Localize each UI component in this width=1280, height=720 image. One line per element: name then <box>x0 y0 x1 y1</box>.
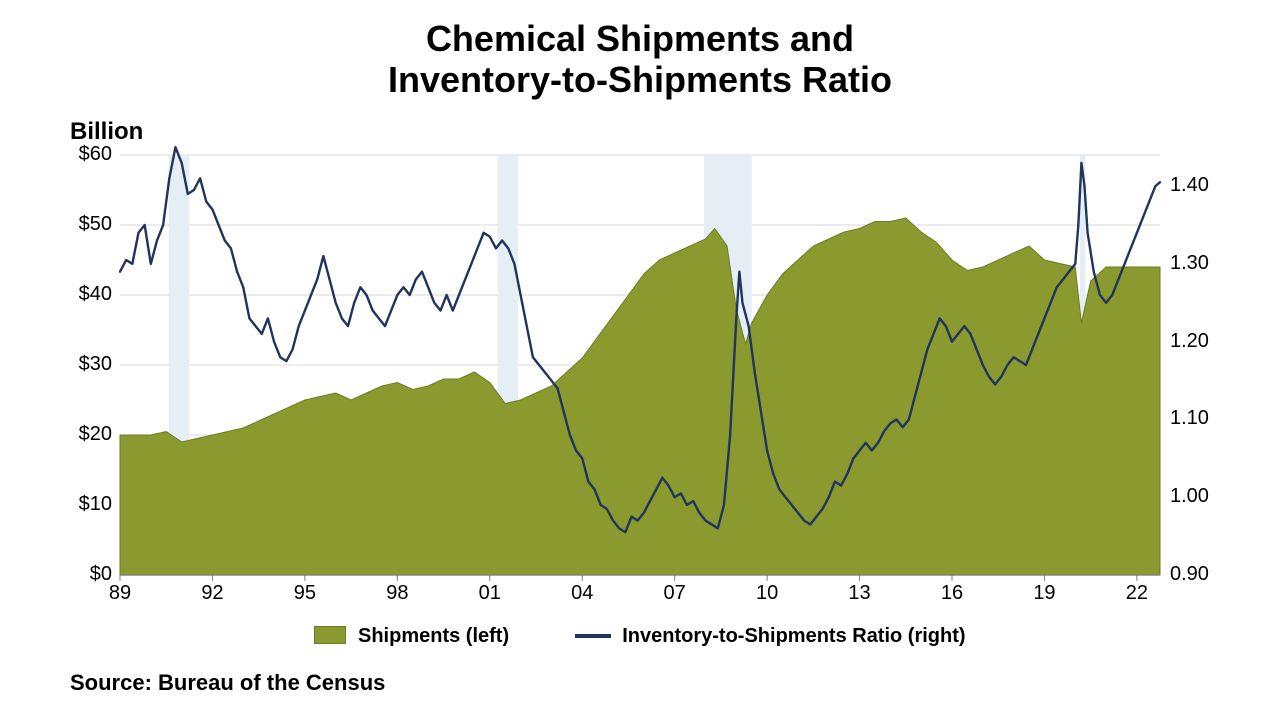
y-right-tick-label: 1.10 <box>1170 407 1230 430</box>
y-right-tick-label: 1.20 <box>1170 330 1230 353</box>
x-tick-label: 92 <box>201 582 223 605</box>
y-left-tick-label: $30 <box>12 353 112 376</box>
x-tick-label: 89 <box>109 582 131 605</box>
chart-source: Source: Bureau of the Census <box>70 670 385 696</box>
legend-swatch-area-icon <box>314 626 346 644</box>
x-tick-label: 16 <box>941 582 963 605</box>
y-left-tick-label: $40 <box>12 283 112 306</box>
x-tick-label: 07 <box>664 582 686 605</box>
y-left-tick-label: $10 <box>12 493 112 516</box>
x-tick-label: 95 <box>294 582 316 605</box>
legend-item-ratio: Inventory-to-Shipments Ratio (right) <box>575 625 966 648</box>
y-right-tick-label: 1.30 <box>1170 252 1230 275</box>
legend-swatch-line-icon <box>575 634 611 638</box>
chart-svg <box>0 0 1280 720</box>
y-left-tick-label: $20 <box>12 423 112 446</box>
y-left-tick-label: $0 <box>12 563 112 586</box>
chart-legend: Shipments (left) Inventory-to-Shipments … <box>0 625 1280 648</box>
x-tick-label: 10 <box>756 582 778 605</box>
legend-label-shipments: Shipments (left) <box>358 625 509 647</box>
y-right-tick-label: 0.90 <box>1170 563 1230 586</box>
y-left-tick-label: $50 <box>12 213 112 236</box>
x-tick-label: 22 <box>1126 582 1148 605</box>
x-tick-label: 98 <box>386 582 408 605</box>
legend-label-ratio: Inventory-to-Shipments Ratio (right) <box>622 625 965 647</box>
x-tick-label: 01 <box>479 582 501 605</box>
legend-item-shipments: Shipments (left) <box>314 625 509 648</box>
y-right-tick-label: 1.00 <box>1170 485 1230 508</box>
x-tick-label: 13 <box>848 582 870 605</box>
y-right-tick-label: 1.40 <box>1170 174 1230 197</box>
y-left-tick-label: $60 <box>12 143 112 166</box>
x-tick-label: 19 <box>1033 582 1055 605</box>
x-tick-label: 04 <box>571 582 593 605</box>
chart-container: Chemical Shipments and Inventory-to-Ship… <box>0 0 1280 720</box>
